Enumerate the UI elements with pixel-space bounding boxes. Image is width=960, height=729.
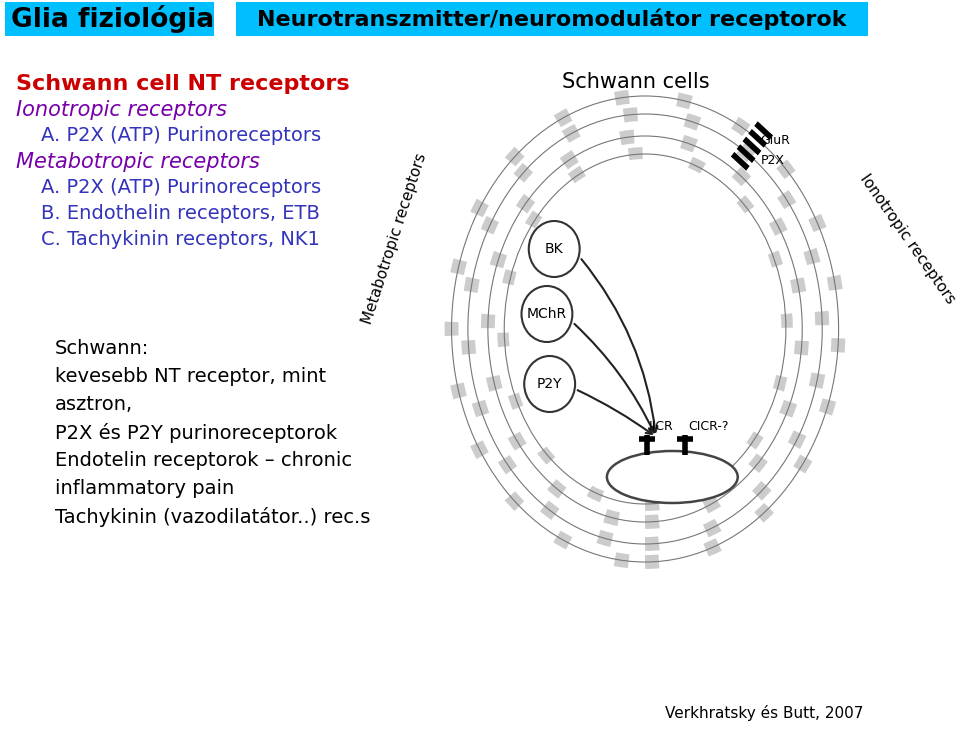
Ellipse shape <box>445 89 845 569</box>
FancyBboxPatch shape <box>5 2 213 36</box>
Text: BK: BK <box>545 242 564 256</box>
Text: IICR: IICR <box>649 420 674 433</box>
Text: asztron,: asztron, <box>55 395 132 414</box>
FancyBboxPatch shape <box>755 121 773 140</box>
Text: P2X: P2X <box>761 155 785 168</box>
Ellipse shape <box>607 451 737 503</box>
FancyBboxPatch shape <box>742 136 761 155</box>
Circle shape <box>524 356 575 412</box>
Text: A. P2X (ATP) Purinoreceptors: A. P2X (ATP) Purinoreceptors <box>16 126 322 145</box>
FancyBboxPatch shape <box>749 129 767 148</box>
Text: Ionotropic receptors: Ionotropic receptors <box>856 171 958 307</box>
Text: B. Endothelin receptors, ETB: B. Endothelin receptors, ETB <box>16 204 321 223</box>
Text: MChR: MChR <box>527 307 567 321</box>
Text: Schwann cells: Schwann cells <box>563 72 709 92</box>
Text: GluR: GluR <box>760 134 790 147</box>
Text: P2X és P2Y purinoreceptorok: P2X és P2Y purinoreceptorok <box>55 423 337 443</box>
FancyBboxPatch shape <box>731 152 750 171</box>
Text: Tachykinin (vazodilatátor..) rec.s: Tachykinin (vazodilatátor..) rec.s <box>55 507 370 527</box>
Text: Neurotranszmitter/neuromodulátor receptorok: Neurotranszmitter/neuromodulátor recepto… <box>256 8 846 30</box>
Text: Glia fiziológia: Glia fiziológia <box>11 5 214 33</box>
Text: CICR-?: CICR-? <box>688 420 730 433</box>
FancyBboxPatch shape <box>236 2 868 36</box>
Text: A. P2X (ATP) Purinoreceptors: A. P2X (ATP) Purinoreceptors <box>16 178 322 197</box>
Text: Ionotropic receptors: Ionotropic receptors <box>16 100 228 120</box>
FancyBboxPatch shape <box>736 144 756 163</box>
Text: Schwann:: Schwann: <box>55 339 149 358</box>
Circle shape <box>521 286 572 342</box>
Text: Schwann cell NT receptors: Schwann cell NT receptors <box>16 74 350 94</box>
Text: Metabotropic receptors: Metabotropic receptors <box>16 152 260 172</box>
Ellipse shape <box>509 159 781 499</box>
Text: inflammatory pain: inflammatory pain <box>55 479 234 498</box>
Text: kevesebb NT receptor, mint: kevesebb NT receptor, mint <box>55 367 325 386</box>
Circle shape <box>529 221 580 277</box>
Text: C. Tachykinin receptors, NK1: C. Tachykinin receptors, NK1 <box>16 230 321 249</box>
Text: Endotelin receptorok – chronic: Endotelin receptorok – chronic <box>55 451 351 470</box>
Text: Metabotropic receptors: Metabotropic receptors <box>360 152 430 327</box>
Text: Verkhratsky és Butt, 2007: Verkhratsky és Butt, 2007 <box>664 705 863 721</box>
Text: P2Y: P2Y <box>537 377 563 391</box>
